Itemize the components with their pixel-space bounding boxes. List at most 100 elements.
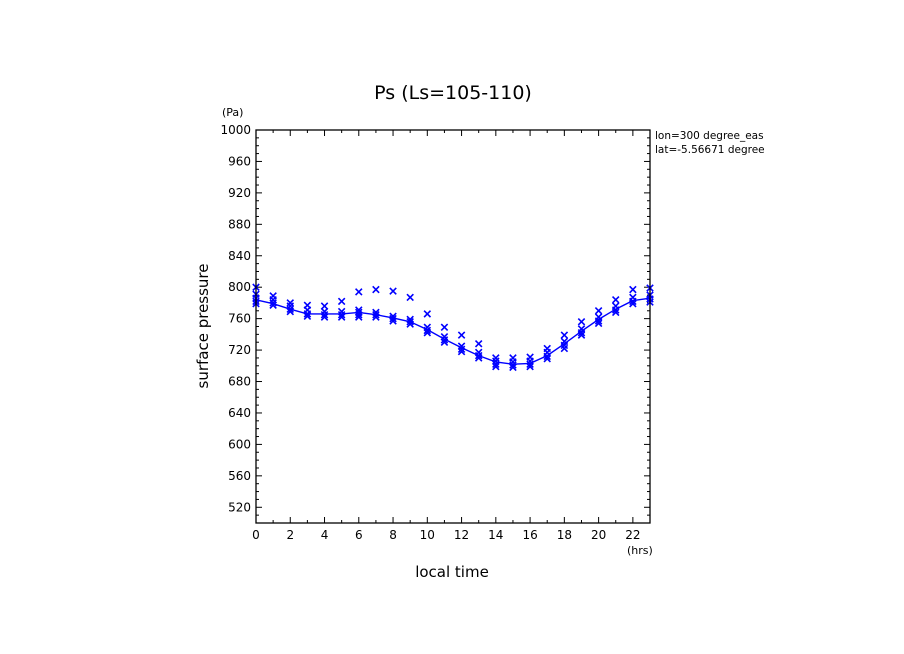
marker-stroke	[355, 310, 363, 319]
y-tick-label: 800	[228, 280, 251, 294]
data-point-marker	[269, 299, 277, 307]
y-tick-label: 1000	[220, 123, 251, 137]
data-point-marker	[286, 307, 295, 316]
marker-stroke	[474, 351, 483, 360]
marker-stroke	[269, 299, 277, 307]
data-point-marker	[372, 310, 380, 319]
y-tick-label: 960	[228, 154, 251, 168]
marker-stroke	[611, 306, 620, 314]
marker-stroke	[594, 307, 603, 315]
plot-area	[252, 283, 654, 372]
data-point-marker	[526, 362, 534, 371]
y-unit-label: (Pa)	[222, 106, 243, 119]
data-point-marker	[337, 310, 346, 319]
data-point-marker	[457, 347, 466, 356]
series-line	[255, 297, 651, 365]
x-tick-label: 4	[321, 528, 329, 542]
x-axis-label: local time	[415, 563, 489, 581]
marker-stroke	[286, 305, 295, 313]
marker-stroke	[423, 329, 432, 337]
x-tick-label: 2	[286, 528, 294, 542]
data-point-marker	[560, 344, 569, 353]
marker-stroke	[389, 314, 397, 323]
data-point-marker	[543, 352, 551, 361]
data-point-marker	[423, 329, 432, 337]
marker-stroke	[594, 317, 603, 325]
data-point-marker	[629, 297, 637, 306]
data-point-marker	[303, 310, 312, 318]
x-tick-label: 20	[591, 528, 606, 542]
marker-stroke	[355, 288, 363, 296]
y-axis-label: surface pressure	[194, 264, 212, 389]
marker-stroke	[303, 312, 312, 321]
marker-stroke	[406, 293, 414, 302]
y-tick-label: 520	[228, 500, 251, 514]
y-tick-label: 560	[228, 469, 251, 483]
annotation-lat: lat=-5.56671 degree	[655, 144, 765, 156]
marker-stroke	[337, 297, 346, 306]
data-point-marker	[526, 360, 534, 368]
data-point-marker	[611, 296, 620, 304]
data-point-marker	[440, 323, 449, 332]
x-tick-label: 18	[557, 528, 572, 542]
marker-stroke	[423, 326, 432, 335]
data-point-marker	[457, 331, 466, 339]
data-point-marker	[560, 331, 569, 339]
data-point-marker	[509, 363, 517, 372]
data-point-marker	[577, 329, 586, 337]
marker-stroke	[457, 347, 466, 356]
x-tick-label: 8	[389, 528, 397, 542]
data-point-marker	[389, 287, 397, 295]
marker-stroke	[560, 331, 569, 339]
y-tick-label: 920	[228, 186, 251, 200]
marker-stroke	[440, 336, 449, 344]
x-tick-label: 0	[252, 528, 260, 542]
y-tick-label: 840	[228, 249, 251, 263]
data-point-marker	[269, 301, 277, 310]
x-tick-label: 16	[522, 528, 537, 542]
x-tick-label: 6	[355, 528, 363, 542]
y-tick-label: 680	[228, 375, 251, 389]
data-point-marker	[406, 318, 414, 326]
data-point-marker	[492, 362, 500, 371]
marker-stroke	[594, 319, 603, 328]
marker-stroke	[526, 362, 534, 371]
data-point-marker	[406, 293, 414, 302]
data-point-marker	[474, 351, 483, 360]
data-point-marker	[355, 288, 363, 296]
data-point-marker	[303, 312, 312, 321]
marker-stroke	[440, 338, 449, 346]
x-tick-label: 22	[625, 528, 640, 542]
marker-stroke	[474, 354, 483, 362]
data-point-marker	[594, 317, 603, 325]
marker-stroke	[457, 345, 466, 354]
data-point-marker	[320, 302, 329, 310]
data-point-marker	[320, 313, 329, 321]
annotation-lon: lon=300 degree_eas	[655, 130, 764, 142]
marker-stroke	[320, 313, 329, 321]
marker-stroke	[337, 310, 346, 319]
chart-title: Ps (Ls=105-110)	[374, 82, 532, 104]
data-point-marker	[372, 285, 380, 294]
marker-stroke	[286, 307, 295, 316]
marker-stroke	[577, 318, 586, 326]
data-point-marker	[440, 336, 449, 344]
plot-frame	[255, 129, 651, 524]
marker-stroke	[372, 310, 380, 319]
marker-stroke	[372, 285, 380, 294]
marker-stroke	[406, 318, 414, 326]
marker-stroke	[543, 354, 551, 363]
marker-stroke	[337, 313, 346, 321]
y-tick-label: 880	[228, 217, 251, 231]
data-point-marker	[629, 285, 637, 294]
marker-stroke	[406, 320, 414, 328]
marker-stroke	[440, 323, 449, 332]
marker-stroke	[526, 360, 534, 368]
marker-stroke	[320, 310, 329, 319]
marker-stroke	[629, 299, 637, 308]
data-point-marker	[543, 354, 551, 363]
marker-stroke	[577, 329, 586, 337]
data-point-marker	[611, 308, 620, 317]
marker-stroke	[509, 363, 517, 372]
